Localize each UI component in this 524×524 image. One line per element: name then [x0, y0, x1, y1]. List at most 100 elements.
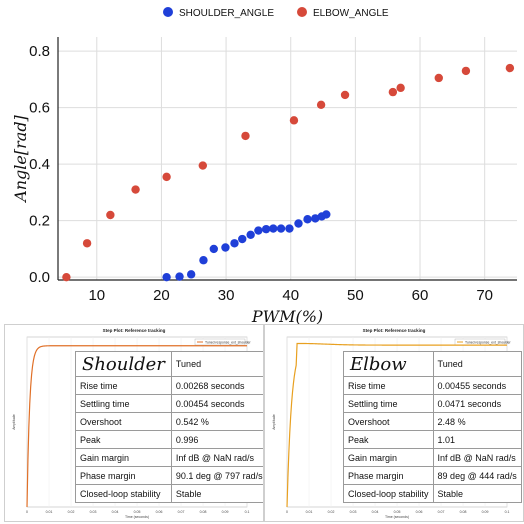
x-tick-label: 0.1 [505, 510, 510, 514]
x-tick-label: 0.03 [350, 510, 357, 514]
metric-label: Peak [343, 430, 434, 449]
metric-label: Rise time [343, 376, 434, 395]
shoulder-angle-point [276, 224, 286, 233]
shoulder-angle-point [186, 270, 196, 279]
shoulder-angle-point [269, 224, 278, 233]
plot-title: Step Plot: Reference tracking [103, 328, 166, 333]
elbow-angle-point [340, 90, 350, 100]
metric-value: 0.00268 seconds [170, 376, 263, 395]
table-row: Gain margin Inf dB @ NaN rad/s [75, 448, 263, 467]
shoulder-angle-point [311, 214, 320, 223]
x-tick-label: 0 [286, 510, 288, 514]
x-tick-label: 0 [26, 510, 28, 514]
x-tick-label: 0.07 [178, 510, 185, 514]
y-axis-label: Amplitude [272, 414, 276, 430]
x-axis-label: PWM(%) [251, 307, 323, 324]
grid [58, 37, 517, 280]
table-row: Peak 0.996 [75, 430, 263, 449]
y-tick-label: 0.0 [29, 269, 50, 286]
table-row: Overshoot 2.48 % [343, 412, 522, 431]
shoulder-angle-point [209, 244, 219, 254]
x-tick-label: 0.05 [394, 510, 401, 514]
metric-value: 89 deg @ 444 rad/s [432, 466, 522, 485]
x-tick-label: 0.05 [134, 510, 141, 514]
elbow-step-panel: Step Plot: Reference tracking 0 0.01 0.02 0.… [264, 324, 524, 522]
metric-value: 0.542 % [170, 412, 263, 431]
shoulder-angle-point [230, 239, 239, 248]
shoulder-angle-point [221, 243, 230, 252]
x-tick-label: 20 [153, 287, 170, 304]
column-header: Tuned [432, 351, 522, 377]
x-axis-label: Time (seconds) [385, 515, 409, 519]
table-row: Settling time 0.00454 seconds [75, 394, 263, 413]
metric-value: 2.48 % [432, 412, 522, 431]
elbow-angle-point [131, 185, 140, 194]
metric-label: Settling time [343, 394, 434, 413]
scatter-chart: 10 20 30 40 50 60 70 0.0 0.2 0.4 0.6 0.8 PWM(%) Angle… [11, 7, 517, 324]
metric-value: 0.996 [170, 430, 263, 449]
shoulder-step-panel: Step Plot: Reference tracking 0 0.01 0.02 0.… [4, 324, 264, 522]
x-tick-label: 0.07 [438, 510, 445, 514]
x-tick-label: 0.02 [328, 510, 335, 514]
elbow-angle-point [388, 87, 398, 97]
elbow-angle-point [241, 131, 250, 141]
x-tick-label: 0.04 [112, 510, 119, 514]
metric-label: Rise time [75, 376, 172, 395]
shoulder-angle-point [322, 210, 331, 219]
x-tick-label: 0.02 [68, 510, 75, 514]
metric-label: Closed-loop stability [75, 484, 172, 503]
column-header: Tuned [170, 351, 263, 377]
x-tick-label: 0.04 [372, 510, 379, 514]
metric-value: Inf dB @ NaN rad/s [170, 448, 263, 467]
shoulder-angle-point [303, 215, 312, 224]
metric-value: Stable [170, 484, 263, 503]
x-tick-label: 0.08 [200, 510, 207, 514]
metric-label: Overshoot [343, 412, 434, 431]
x-tick-label: 0.06 [416, 510, 423, 514]
metric-value: 0.00455 seconds [432, 376, 522, 395]
shoulder-angle-point [254, 226, 263, 235]
elbow-angle-point [289, 116, 299, 125]
y-axis-label: Amplitude [12, 414, 16, 430]
shoulder-angle-point [294, 219, 303, 228]
x-tick-label: 50 [347, 287, 364, 304]
x-tick-label: 30 [218, 287, 235, 304]
elbow-angle-point [106, 210, 115, 220]
x-tick-label: 0.01 [306, 510, 313, 514]
metric-label: Overshoot [75, 412, 172, 431]
y-tick-label: 0.6 [29, 100, 50, 117]
elbow-angle-point [62, 272, 71, 282]
table-row: Closed-loop stability Stable [75, 484, 263, 503]
x-axis-label: Time (seconds) [125, 515, 149, 519]
metric-value: 0.0471 seconds [432, 394, 522, 413]
x-tick-label: 0.06 [156, 510, 163, 514]
table-row: Closed-loop stability Stable [343, 484, 522, 503]
metric-label: Gain margin [75, 448, 172, 467]
shoulder-angle-point [261, 224, 271, 234]
table-row: Peak 1.01 [343, 430, 522, 449]
elbow-angle-point [505, 63, 515, 73]
elbow-angle-point [461, 66, 471, 76]
x-tick-label: 0.09 [482, 510, 489, 514]
x-tick-label: 40 [282, 287, 299, 304]
x-tick-label: 0.01 [46, 510, 53, 514]
table-heading: Shoulder [75, 351, 172, 377]
table-row: Rise time 0.00268 seconds [75, 376, 263, 395]
legend-marker [297, 7, 307, 17]
x-tick-label: 60 [412, 287, 429, 304]
metric-label: Settling time [75, 394, 172, 413]
metric-label: Gain margin [343, 448, 434, 467]
table-row: Settling time 0.0471 seconds [343, 394, 522, 413]
metric-label: Phase margin [75, 466, 172, 485]
elbow-angle-point [162, 172, 171, 182]
y-tick-label: 0.2 [29, 213, 50, 230]
shoulder-angle-point [162, 272, 171, 282]
plot-title: Step Plot: Reference tracking [363, 328, 426, 333]
elbow-angle-point [396, 83, 405, 93]
y-tick-label: 0.4 [29, 156, 50, 173]
elbow-metrics-table: Elbow Tuned Rise time 0.00455 seconds Set… [343, 351, 522, 503]
table-row: Overshoot 0.542 % [75, 412, 263, 431]
legend: SHOULDER_ANGLE ELBOW_ANGLE [163, 7, 389, 19]
metric-value: Inf dB @ NaN rad/s [432, 448, 522, 467]
y-tick-label: 0.8 [29, 43, 50, 60]
